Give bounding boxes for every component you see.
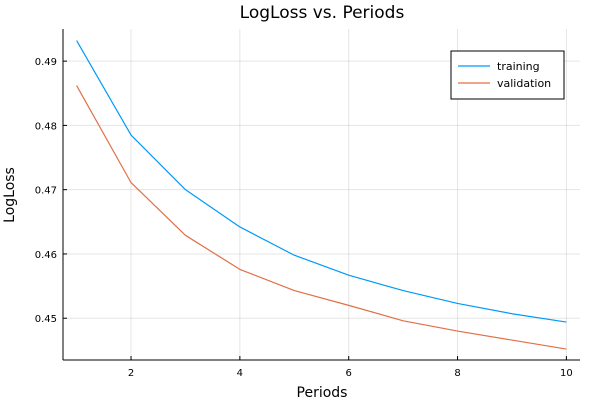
x-tick-label: 8 bbox=[454, 368, 460, 379]
x-tick-label: 2 bbox=[128, 368, 134, 379]
y-tick-label: 0.47 bbox=[35, 186, 57, 197]
series-lines bbox=[76, 40, 567, 350]
x-tick-label: 4 bbox=[237, 368, 243, 379]
series-line-training bbox=[76, 40, 567, 323]
x-tick-label: 6 bbox=[346, 368, 352, 379]
legend-box bbox=[450, 50, 565, 100]
x-axis-label: Periods bbox=[297, 385, 348, 400]
y-tick-label: 0.48 bbox=[35, 121, 57, 132]
legend-label: validation bbox=[497, 77, 551, 90]
x-tick-label: 10 bbox=[560, 368, 573, 379]
y-tick-label: 0.46 bbox=[35, 250, 57, 261]
series-line-validation bbox=[76, 85, 567, 350]
axes bbox=[62, 29, 580, 361]
y-tick-label: 0.45 bbox=[35, 314, 57, 325]
y-tick-label: 0.49 bbox=[35, 57, 57, 68]
legend: training validation bbox=[450, 50, 565, 100]
chart-title: LogLoss vs. Periods bbox=[240, 3, 405, 23]
ticks: 2 4 6 8 10 0.45 0.46 0.47 0.48 0.49 bbox=[35, 57, 573, 379]
legend-label: training bbox=[497, 60, 540, 73]
y-axis-label: LogLoss bbox=[2, 167, 18, 223]
